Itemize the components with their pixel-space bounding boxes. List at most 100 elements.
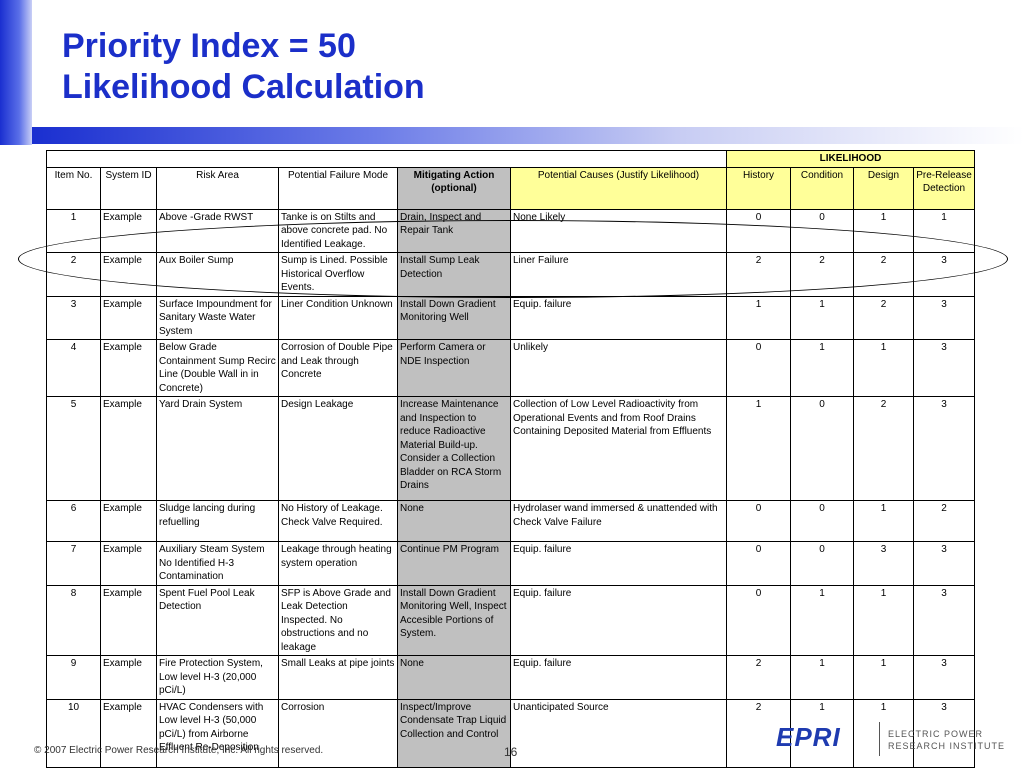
cell-condition: 2 [790, 252, 854, 297]
cell-mitigating-action: Install Sump Leak Detection [397, 252, 511, 297]
cell-pre-release: 3 [913, 655, 975, 700]
cell-potential-causes: Equip. failure [510, 655, 727, 700]
cell-pre-release: 3 [913, 295, 975, 340]
cell-item-no: 7 [46, 541, 101, 586]
cell-design: 2 [853, 252, 914, 297]
cell-risk-area: Below Grade Containment Sump Recirc Line… [156, 339, 279, 397]
logo-caption: ELECTRIC POWER RESEARCH INSTITUTE [888, 728, 1005, 752]
col-header-mitigating-action: Mitigating Action (optional) [397, 166, 511, 210]
cell-risk-area: HVAC Condensers with Low level H-3 (50,0… [156, 698, 279, 768]
cell-mitigating-action: None [397, 655, 511, 700]
title-line-1: Priority Index = 50 [62, 27, 356, 65]
cell-potential-causes: Collection of Low Level Radioactivity fr… [510, 396, 727, 501]
cell-system-id: Example [100, 396, 157, 501]
page-number: 16 [504, 745, 518, 759]
cell-pre-release: 1 [913, 208, 975, 253]
cell-risk-area: Spent Fuel Pool Leak Detection [156, 584, 279, 656]
slide-title: Priority Index = 50 Likelihood Calculati… [62, 26, 425, 108]
table-row: 9 Example Fire Protection System, Low leve… [46, 655, 975, 700]
cell-pre-release: 3 [913, 252, 975, 297]
cell-mitigating-action: Perform Camera or NDE Inspection [397, 339, 511, 397]
col-header-design: Design [853, 166, 914, 210]
col-header-risk-area: Risk Area [156, 166, 279, 210]
cell-design: 1 [853, 698, 914, 768]
epri-logo: EPRI ELECTRIC POWER RESEARCH INSTITUTE [776, 722, 1004, 756]
cell-history: 0 [726, 541, 791, 586]
cell-condition: 1 [790, 584, 854, 656]
table-row: 2 Example Aux Boiler Sump Sump is Lined. Po… [46, 252, 975, 297]
cell-system-id: Example [100, 252, 157, 297]
cell-failure-mode: SFP is Above Grade and Leak Detection In… [278, 584, 398, 656]
cell-risk-area: Sludge lancing during refuelling [156, 500, 279, 542]
cell-risk-area: Above -Grade RWST [156, 208, 279, 253]
cell-history: 1 [726, 396, 791, 501]
cell-item-no: 6 [46, 500, 101, 542]
cell-design: 1 [853, 500, 914, 542]
col-header-condition: Condition [790, 166, 854, 210]
likelihood-group-header: LIKELIHOOD [726, 150, 975, 168]
cell-potential-causes: Equip. failure [510, 584, 727, 656]
cell-condition: 0 [790, 396, 854, 501]
cell-mitigating-action: Install Down Gradient Monitoring Well [397, 295, 511, 340]
cell-history: 2 [726, 252, 791, 297]
cell-history: 2 [726, 655, 791, 700]
table-row: 4 Example Below Grade Containment Sump Rec… [46, 339, 975, 397]
col-header-history: History [726, 166, 791, 210]
cell-system-id: Example [100, 541, 157, 586]
cell-failure-mode: Design Leakage [278, 396, 398, 501]
cell-history: 2 [726, 698, 791, 768]
cell-condition: 0 [790, 500, 854, 542]
cell-history: 0 [726, 339, 791, 397]
cell-potential-causes: Unanticipated Source [510, 698, 727, 768]
cell-mitigating-action: None [397, 500, 511, 542]
cell-design: 1 [853, 655, 914, 700]
logo-wordmark: EPRI [776, 722, 841, 752]
cell-mitigating-action: Increase Maintenance and Inspection to r… [397, 396, 511, 501]
logo-caption-line-2: RESEARCH INSTITUTE [888, 741, 1006, 751]
table-body: 1 Example Above -Grade RWST Tanke is on Sti… [46, 208, 975, 768]
table-row: 1 Example Above -Grade RWST Tanke is on Sti… [46, 208, 975, 253]
cell-item-no: 1 [46, 208, 101, 253]
cell-history: 0 [726, 584, 791, 656]
cell-mitigating-action: Install Down Gradient Monitoring Well, I… [397, 584, 511, 656]
cell-potential-causes: Liner Failure [510, 252, 727, 297]
cell-history: 0 [726, 500, 791, 542]
cell-failure-mode: Corrosion of Double Pipe and Leak throug… [278, 339, 398, 397]
cell-mitigating-action: Inspect/Improve Condensate Trap Liquid C… [397, 698, 511, 768]
title-line-2: Likelihood Calculation [62, 68, 425, 106]
cell-potential-causes: Hydrolaser wand immersed & unattended wi… [510, 500, 727, 542]
cell-item-no: 3 [46, 295, 101, 340]
cell-design: 3 [853, 541, 914, 586]
title-gradient-rule [32, 127, 1024, 144]
copyright-footer: © 2007 Electric Power Research Institute… [34, 745, 324, 756]
cell-failure-mode: Tanke is on Stilts and above concrete pa… [278, 208, 398, 253]
cell-item-no: 5 [46, 396, 101, 501]
cell-risk-area: Yard Drain System [156, 396, 279, 501]
cell-system-id: Example [100, 295, 157, 340]
cell-failure-mode: Leakage through heating system operation [278, 541, 398, 586]
table-row: 8 Example Spent Fuel Pool Leak Detection SF… [46, 584, 975, 656]
cell-pre-release: 3 [913, 541, 975, 586]
logo-divider [879, 722, 880, 756]
cell-condition: 0 [790, 208, 854, 253]
cell-failure-mode: No History of Leakage. Check Valve Requi… [278, 500, 398, 542]
cell-item-no: 2 [46, 252, 101, 297]
cell-mitigating-action: Drain, Inspect and Repair Tank [397, 208, 511, 253]
cell-potential-causes: Equip. failure [510, 541, 727, 586]
table-row: 6 Example Sludge lancing during refuelling… [46, 500, 975, 542]
cell-design: 2 [853, 396, 914, 501]
cell-failure-mode: Liner Condition Unknown [278, 295, 398, 340]
cell-condition: 0 [790, 541, 854, 586]
cell-mitigating-action: Continue PM Program [397, 541, 511, 586]
cell-failure-mode: Sump is Lined. Possible Historical Overf… [278, 252, 398, 297]
cell-pre-release: 3 [913, 584, 975, 656]
col-header-item-no: Item No. [46, 166, 101, 210]
cell-design: 1 [853, 208, 914, 253]
cell-design: 1 [853, 584, 914, 656]
cell-item-no: 10 [46, 698, 101, 768]
cell-item-no: 8 [46, 584, 101, 656]
cell-potential-causes: Unlikely [510, 339, 727, 397]
cell-history: 1 [726, 295, 791, 340]
cell-system-id: Example [100, 339, 157, 397]
left-accent-bar [0, 0, 32, 145]
